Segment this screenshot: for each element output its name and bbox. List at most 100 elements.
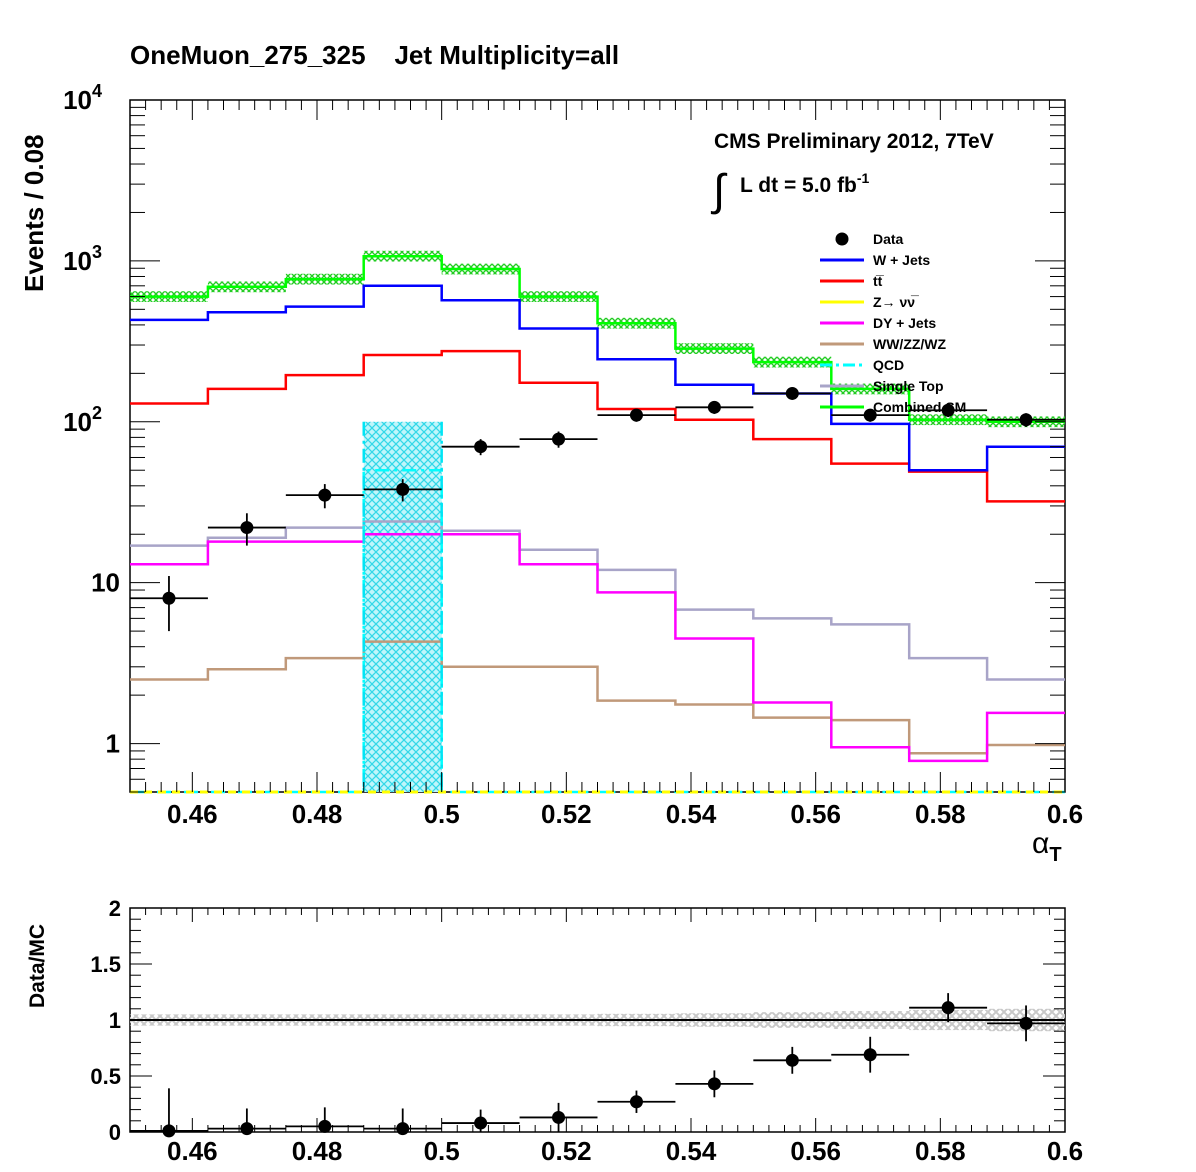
x-tick-label: 0.46 <box>167 799 218 829</box>
legend: Data W + Jets tt̅ Z→ νν̅ DY + Jets WW/ZZ/WZ QC… <box>820 231 966 415</box>
data-point <box>207 513 286 546</box>
ratio-point <box>831 1036 910 1073</box>
ratio-x-tick-label: 0.54 <box>666 1136 717 1166</box>
ratio-point-marker <box>707 1077 721 1091</box>
legend-entry-dy-jets: DY + Jets <box>820 315 936 331</box>
legend-entry-tt: tt̅ <box>820 273 884 289</box>
ratio-point-marker <box>629 1095 643 1109</box>
series-line-w-jets <box>130 284 1065 472</box>
legend-entry-data: Data <box>835 231 904 247</box>
ratio-point-marker <box>240 1122 254 1136</box>
ratio-x-tick-label: 0.58 <box>915 1136 966 1166</box>
legend-entry-ww-zz-wz: WW/ZZ/WZ <box>820 336 947 352</box>
data-point-marker <box>552 432 566 446</box>
y-tick-label: 103 <box>63 242 102 276</box>
data-point-marker <box>785 386 799 400</box>
main-plot-axes: 0.46 0.48 0.5 0.52 0.54 0.56 0.58 0.61101021031… <box>63 81 1083 829</box>
ratio-point-marker <box>1019 1016 1033 1030</box>
y-tick-label: 102 <box>63 403 102 437</box>
ratio-point <box>597 1090 676 1113</box>
ratio-point <box>753 1046 832 1074</box>
ratio-y-tick-label: 0 <box>109 1120 121 1145</box>
ratio-x-tick-label: 0.46 <box>167 1136 218 1166</box>
legend-label: Combined SM <box>873 399 966 415</box>
ratio-point <box>130 1088 208 1138</box>
main-plot-marks <box>130 250 1065 794</box>
y-tick-label: 1 <box>106 729 120 759</box>
ratio-point-marker <box>318 1119 332 1133</box>
legend-label: DY + Jets <box>873 315 936 331</box>
x-axis-title: αT <box>1032 827 1062 866</box>
data-point-marker <box>474 440 488 454</box>
luminosity-exponent: -1 <box>857 170 870 186</box>
data-point-marker <box>396 482 410 496</box>
y-tick-label: 10 <box>91 568 120 598</box>
data-point <box>675 400 754 414</box>
y-tick-label-base: 10 <box>63 246 92 276</box>
y-tick-label-exponent: 2 <box>92 403 102 423</box>
y-axis-title: Events / 0.08 <box>19 134 49 292</box>
x-tick-label: 0.58 <box>915 799 966 829</box>
data-point-marker <box>707 400 721 414</box>
ratio-point-marker <box>552 1110 566 1124</box>
ratio-x-tick-label: 0.5 <box>424 1136 460 1166</box>
ratio-point <box>675 1070 754 1098</box>
legend-label: Z→ νν̅ <box>873 294 919 310</box>
x-tick-label: 0.56 <box>790 799 841 829</box>
series-line-dy-jets <box>130 532 1065 763</box>
ratio-plot: 0.46 0.48 0.5 0.52 0.54 0.56 0.58 0.600.511.52 … <box>26 896 1083 1166</box>
data-point <box>831 408 910 422</box>
luminosity-text: L dt = 5.0 fb <box>740 174 857 197</box>
ratio-y-tick-label: 1 <box>109 1008 121 1033</box>
legend-label: Data <box>873 231 904 247</box>
legend-label: tt̅ <box>873 273 884 289</box>
series-line-combined-sm <box>130 254 1065 424</box>
ratio-x-tick-label: 0.56 <box>790 1136 841 1166</box>
ratio-point-marker <box>941 1001 955 1015</box>
data-point-marker <box>162 591 176 605</box>
ratio-x-tick-label: 0.52 <box>541 1136 592 1166</box>
ratio-x-tick-label: 0.6 <box>1047 1136 1083 1166</box>
data-point-marker <box>941 403 955 417</box>
ratio-y-tick-label: 1.5 <box>90 952 121 977</box>
legend-entry-z: Z→ νν̅ <box>820 294 919 310</box>
chart-title: OneMuon_275_325 Jet Multiplicity=all <box>130 40 619 70</box>
ratio-point <box>909 993 988 1023</box>
ratio-point-marker <box>162 1124 176 1138</box>
ratio-point <box>207 1108 286 1136</box>
data-point-marker <box>318 488 332 502</box>
experiment-label: CMS Preliminary 2012, 7TeV <box>714 130 994 153</box>
luminosity-label: L dt = 5.0 fb-1 <box>740 170 870 197</box>
ratio-point-marker <box>474 1116 488 1130</box>
ratio-point-marker <box>785 1053 799 1067</box>
legend-label: Single Top <box>873 378 944 394</box>
ratio-point-marker <box>396 1122 410 1136</box>
ratio-x-tick-label: 0.48 <box>292 1136 343 1166</box>
legend-entry-combined-sm: Combined SM <box>820 399 966 415</box>
ratio-plot-marks <box>130 993 1065 1138</box>
data-point <box>363 479 442 502</box>
ratio-point <box>285 1107 364 1133</box>
legend-label: W + Jets <box>873 252 930 268</box>
data-point <box>987 413 1065 427</box>
legend-label: WW/ZZ/WZ <box>873 336 947 352</box>
data-point <box>285 484 364 509</box>
legend-entry-w-jets: W + Jets <box>820 252 930 268</box>
data-point <box>597 408 676 422</box>
series-line-single-top <box>130 520 1065 681</box>
ratio-y-axis-title: Data/MC <box>26 924 49 1008</box>
y-tick-label-base: 10 <box>63 407 92 437</box>
x-tick-label: 0.48 <box>292 799 343 829</box>
series-line-ww-zz-wz <box>130 640 1065 755</box>
data-point <box>753 386 832 400</box>
x-tick-label: 0.5 <box>424 799 460 829</box>
data-point <box>519 431 598 448</box>
y-tick-label-exponent: 3 <box>92 242 102 262</box>
qcd-uncertainty-band <box>363 421 442 792</box>
x-tick-label: 0.52 <box>541 799 592 829</box>
ratio-point <box>363 1108 442 1136</box>
legend-entry-single-top: Single Top <box>820 378 944 394</box>
data-point-marker <box>863 408 877 422</box>
integral-symbol: ∫ <box>710 166 728 215</box>
